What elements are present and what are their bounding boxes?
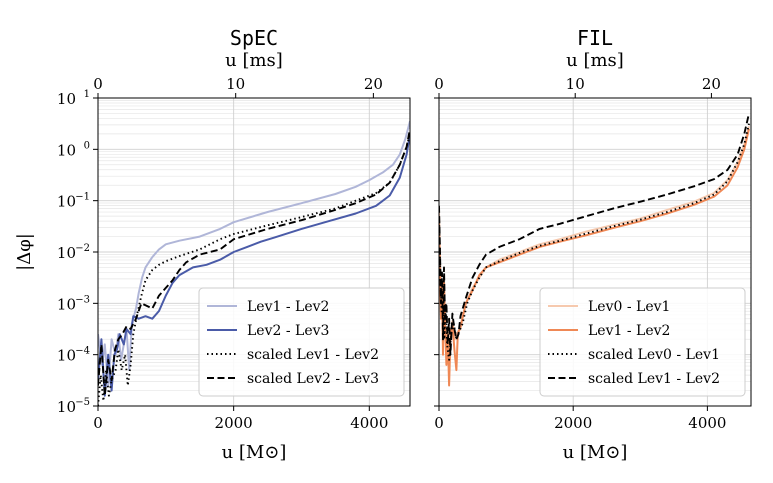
y-tick-label: 10 — [57, 347, 76, 365]
legend-label-3: scaled Lev1 - Lev2 — [588, 371, 720, 387]
legend-label-0: Lev1 - Lev2 — [247, 299, 329, 315]
top-tick-label: 20 — [364, 75, 383, 93]
y-tick-label: 10 — [57, 295, 76, 313]
y-tick-exponent: −3 — [75, 294, 90, 305]
y-tick-exponent: −2 — [75, 243, 90, 254]
x-tick-label: 4000 — [688, 414, 726, 432]
series-line-3 — [439, 113, 750, 356]
top-tick-label: 10 — [566, 75, 585, 93]
panel-title: SpEC — [230, 26, 278, 50]
y-axis-label: |Δφ| — [14, 233, 35, 271]
y-tick-label: 10 — [57, 244, 76, 262]
top-x-axis-label: u [ms] — [566, 50, 624, 71]
y-tick-exponent: −1 — [75, 192, 90, 203]
x-tick-label: 0 — [434, 414, 444, 432]
x-tick-label: 4000 — [350, 414, 388, 432]
y-tick-exponent: 1 — [84, 89, 90, 100]
top-x-axis-label: u [ms] — [225, 50, 283, 71]
legend-label-0: Lev0 - Lev1 — [588, 299, 670, 315]
legend: Lev0 - Lev1 Lev1 - Lev2 scaled Lev0 - Lev1… — [539, 287, 746, 397]
series-line-1 — [98, 133, 410, 397]
top-tick-label: 0 — [93, 75, 103, 93]
x-axis-label: u [M⊙] — [563, 442, 628, 463]
series-line-1 — [439, 128, 750, 387]
series-group — [439, 113, 750, 387]
y-tick-label: 10 — [57, 193, 76, 211]
legend-box — [198, 287, 405, 397]
y-tick-exponent: −5 — [75, 397, 90, 408]
y-tick-exponent: 0 — [84, 140, 90, 151]
legend-label-3: scaled Lev2 - Lev3 — [247, 371, 379, 387]
x-axis-label: u [M⊙] — [222, 442, 287, 463]
series-line-3 — [98, 128, 410, 397]
y-tick-exponent: −4 — [75, 346, 90, 357]
series-line-2 — [439, 123, 750, 361]
legend-label-1: Lev1 - Lev2 — [588, 323, 670, 339]
x-tick-label: 2000 — [215, 414, 253, 432]
top-tick-label: 10 — [226, 75, 245, 93]
panel-title: FIL — [577, 26, 613, 50]
series-group — [98, 120, 410, 406]
top-tick-label: 20 — [702, 75, 721, 93]
x-tick-label: 0 — [93, 414, 103, 432]
y-tick-label: 10 — [57, 90, 76, 108]
legend-label-2: scaled Lev1 - Lev2 — [247, 347, 379, 363]
top-tick-label: 0 — [434, 75, 444, 93]
legend-label-2: scaled Lev0 - Lev1 — [588, 347, 720, 363]
legend-label-1: Lev2 - Lev3 — [247, 323, 329, 339]
x-tick-label: 2000 — [554, 414, 592, 432]
legend: Lev1 - Lev2 Lev2 - Lev3 scaled Lev1 - Lev2… — [198, 287, 405, 397]
y-tick-label: 10 — [57, 141, 76, 159]
y-tick-label: 10 — [57, 398, 76, 416]
legend-box — [539, 287, 746, 397]
